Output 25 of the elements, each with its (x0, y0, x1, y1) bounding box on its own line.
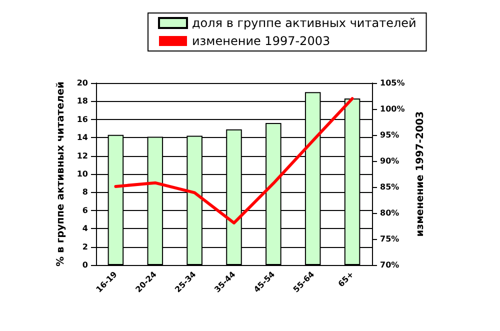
y2-tick-label: 105% (380, 78, 405, 88)
y2-tick-label: 80% (380, 208, 400, 218)
y-axis-title: % в группе активных читателей (55, 82, 66, 266)
y-tick-label: 16 (76, 114, 88, 124)
y-tick-label: 0 (82, 260, 88, 270)
y-tick-label: 10 (76, 170, 88, 178)
y2-tick-label: 85% (380, 182, 400, 192)
y-tick-label: 18 (76, 96, 88, 106)
y-tick-label: 2 (82, 242, 88, 252)
legend-label: изменение 1997-2003 (192, 34, 330, 48)
line-series (114, 97, 354, 224)
y2-tick-label: 100% (380, 104, 405, 114)
y2-tick-label: 95% (380, 130, 400, 140)
y2-tick-label: 90% (380, 156, 400, 166)
legend-label: доля в группе активных читателей (192, 16, 416, 30)
y-tick-label: 20 (76, 78, 88, 88)
x-tick-label: 65+ (336, 270, 356, 289)
y-tick-label: 14 (76, 133, 88, 142)
y2-tick-label: 70% (380, 260, 400, 270)
y2-tick-label: 75% (380, 234, 400, 244)
y-tick-label: 4 (82, 224, 88, 234)
y-tick-label: 12 (76, 151, 88, 160)
y2-axis-title: изменение 1997-2003 (415, 111, 426, 237)
y-tick-label: 6 (82, 206, 88, 215)
y-tick-label: 8 (82, 188, 88, 197)
